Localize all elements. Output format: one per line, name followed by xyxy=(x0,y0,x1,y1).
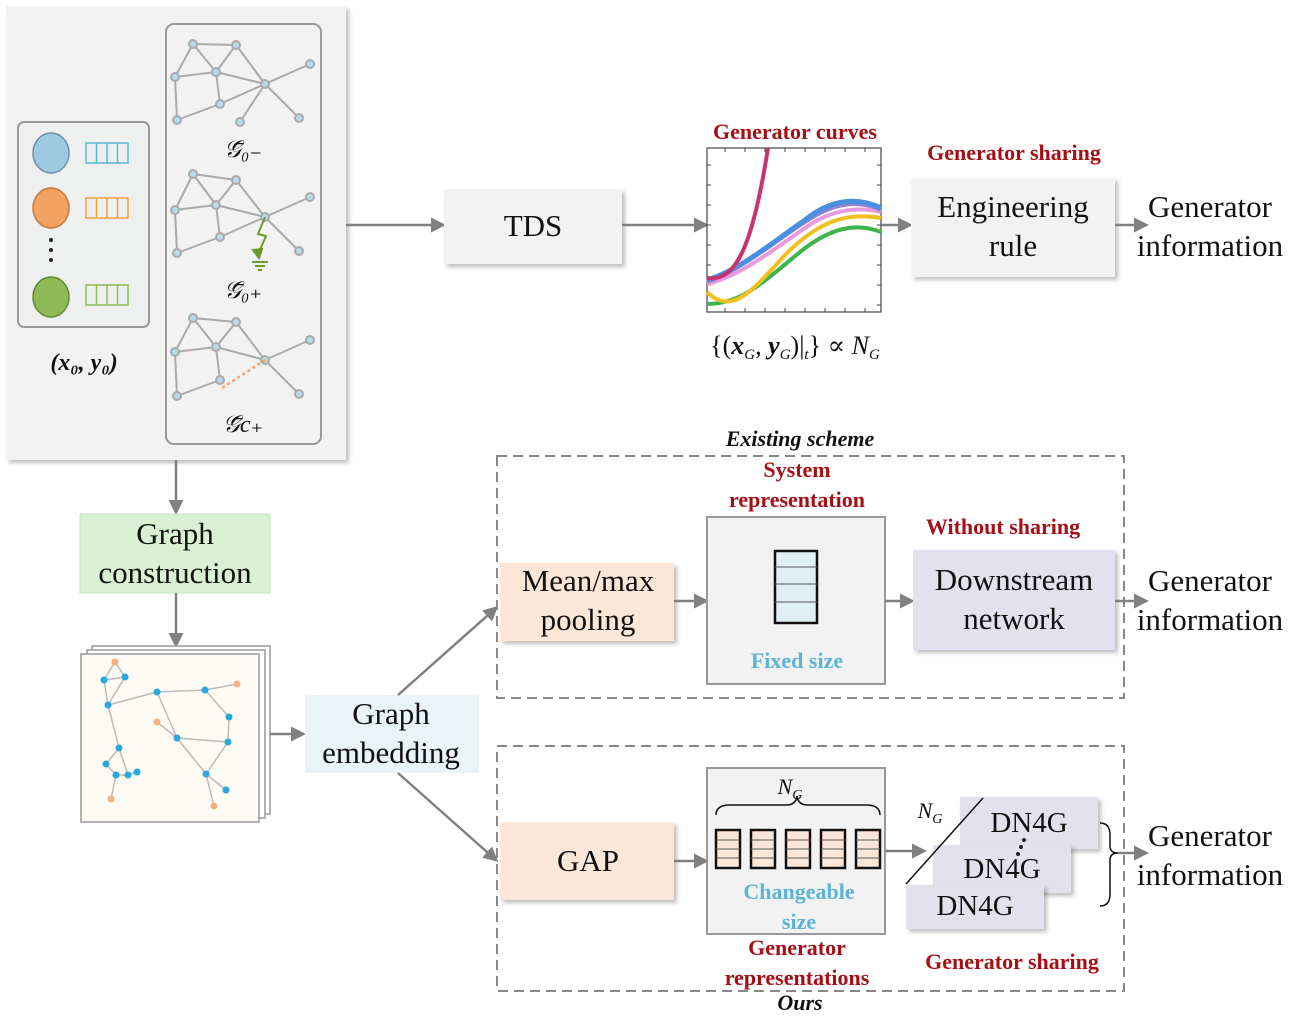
ours-output-line1: Generator xyxy=(1148,818,1273,853)
genrep-line1: Generator xyxy=(748,935,846,960)
existing-output-line2: information xyxy=(1137,602,1284,637)
dn4g-brace xyxy=(1099,822,1119,907)
svg-text:Mean/max: Mean/max xyxy=(522,563,655,598)
fixed-size-box: Fixed size xyxy=(706,516,886,685)
top-output-line1: Generator xyxy=(1148,189,1273,224)
feature-vector-blue xyxy=(85,142,129,164)
existing-scheme-frame xyxy=(496,455,1125,699)
changeable-size-box: NG Changeable size xyxy=(706,767,886,935)
curve-yellow xyxy=(705,214,882,304)
arrow-embedding-to-pooling xyxy=(397,606,499,696)
without-sharing-label: Without sharing xyxy=(926,514,1080,539)
tripped-line xyxy=(221,358,266,390)
dn4g-2: DN4G xyxy=(963,853,1040,885)
curves-title: Generator curves xyxy=(713,119,877,144)
svg-text:Downstream: Downstream xyxy=(935,562,1093,597)
svg-text:size: size xyxy=(782,909,816,934)
dn4g-stack: DN4G DN4G DN4G xyxy=(906,797,1098,929)
svg-text:network: network xyxy=(963,601,1065,636)
fixed-size-vector xyxy=(773,549,819,625)
downstream-network-box: Downstream network xyxy=(913,550,1115,650)
dn4g-dots xyxy=(1016,838,1026,856)
ours-title: Ours xyxy=(777,990,822,1015)
vertical-dots xyxy=(49,238,53,262)
node-orange xyxy=(32,187,70,229)
ng-label-slash: NG xyxy=(917,798,943,827)
svg-text:Graph: Graph xyxy=(136,516,214,551)
graph-construction-box: Graph construction xyxy=(79,513,271,594)
graph-label-post-fault: 𝒢̄₀₊ xyxy=(224,278,262,304)
graph-post-clearance xyxy=(170,313,315,401)
ng-brace-top xyxy=(715,795,881,816)
curves-formula: {(xG, yG)|t} ∝ NG xyxy=(710,331,880,363)
pooling-box: Mean/max pooling xyxy=(500,563,674,641)
svg-text:GAP: GAP xyxy=(557,843,619,878)
svg-text:rule: rule xyxy=(989,228,1037,263)
dn4g-1: DN4G xyxy=(990,807,1067,839)
svg-text:pooling: pooling xyxy=(541,602,636,637)
svg-text:TDS: TDS xyxy=(504,208,563,243)
node-green xyxy=(32,276,70,318)
constructed-graph-stack xyxy=(80,645,271,823)
generator-curves-plot xyxy=(705,147,883,313)
engineering-rule-box: Engineering rule xyxy=(911,178,1115,277)
existing-title: Existing scheme xyxy=(725,426,875,451)
ours-sharing-label: Generator sharing xyxy=(925,949,1099,974)
ours-output-line2: information xyxy=(1137,857,1284,892)
svg-text:Changeable: Changeable xyxy=(743,879,854,904)
state-label: (x₀, y₀) xyxy=(50,350,117,376)
ng-label-top: NG xyxy=(777,774,803,803)
feature-vector-green xyxy=(85,284,129,306)
genrep-line2: representations xyxy=(725,965,870,990)
existing-output-line1: Generator xyxy=(1148,563,1273,598)
graph-sequence-box xyxy=(165,23,322,445)
input-panel: (x₀, y₀) 𝒢̄₀₋ � xyxy=(6,6,346,460)
feature-vector-orange xyxy=(85,197,129,219)
graph-label-pre-fault: 𝒢̄₀₋ xyxy=(224,137,262,163)
tds-box: TDS xyxy=(444,189,622,264)
dn4g-3: DN4G xyxy=(936,890,1013,922)
sysrep-line1: System xyxy=(763,457,830,482)
svg-text:Fixed size: Fixed size xyxy=(751,648,843,673)
top-output-line2: information xyxy=(1137,228,1284,263)
graph-embedding-box: Graph embedding xyxy=(305,695,479,773)
top-sharing-label: Generator sharing xyxy=(927,140,1101,165)
arrow-embedding-to-gap xyxy=(397,772,499,862)
curve-magenta xyxy=(706,147,770,281)
graph-post-fault xyxy=(170,169,315,258)
ours-frame xyxy=(496,745,1125,992)
ng-slash xyxy=(905,797,984,885)
svg-text:Graph: Graph xyxy=(352,696,430,731)
fault-ground-icon xyxy=(251,216,268,271)
curve-pink xyxy=(706,207,882,286)
svg-text:construction: construction xyxy=(98,555,252,590)
svg-text:Engineering: Engineering xyxy=(937,189,1089,224)
sysrep-line2: representation xyxy=(729,487,865,512)
node-blue xyxy=(32,132,70,174)
gap-box: GAP xyxy=(500,822,674,900)
graph-label-post-clearance: 𝒢̄c₊ xyxy=(223,412,263,438)
svg-text:embedding: embedding xyxy=(322,735,460,770)
graph-pre-fault xyxy=(170,39,315,127)
